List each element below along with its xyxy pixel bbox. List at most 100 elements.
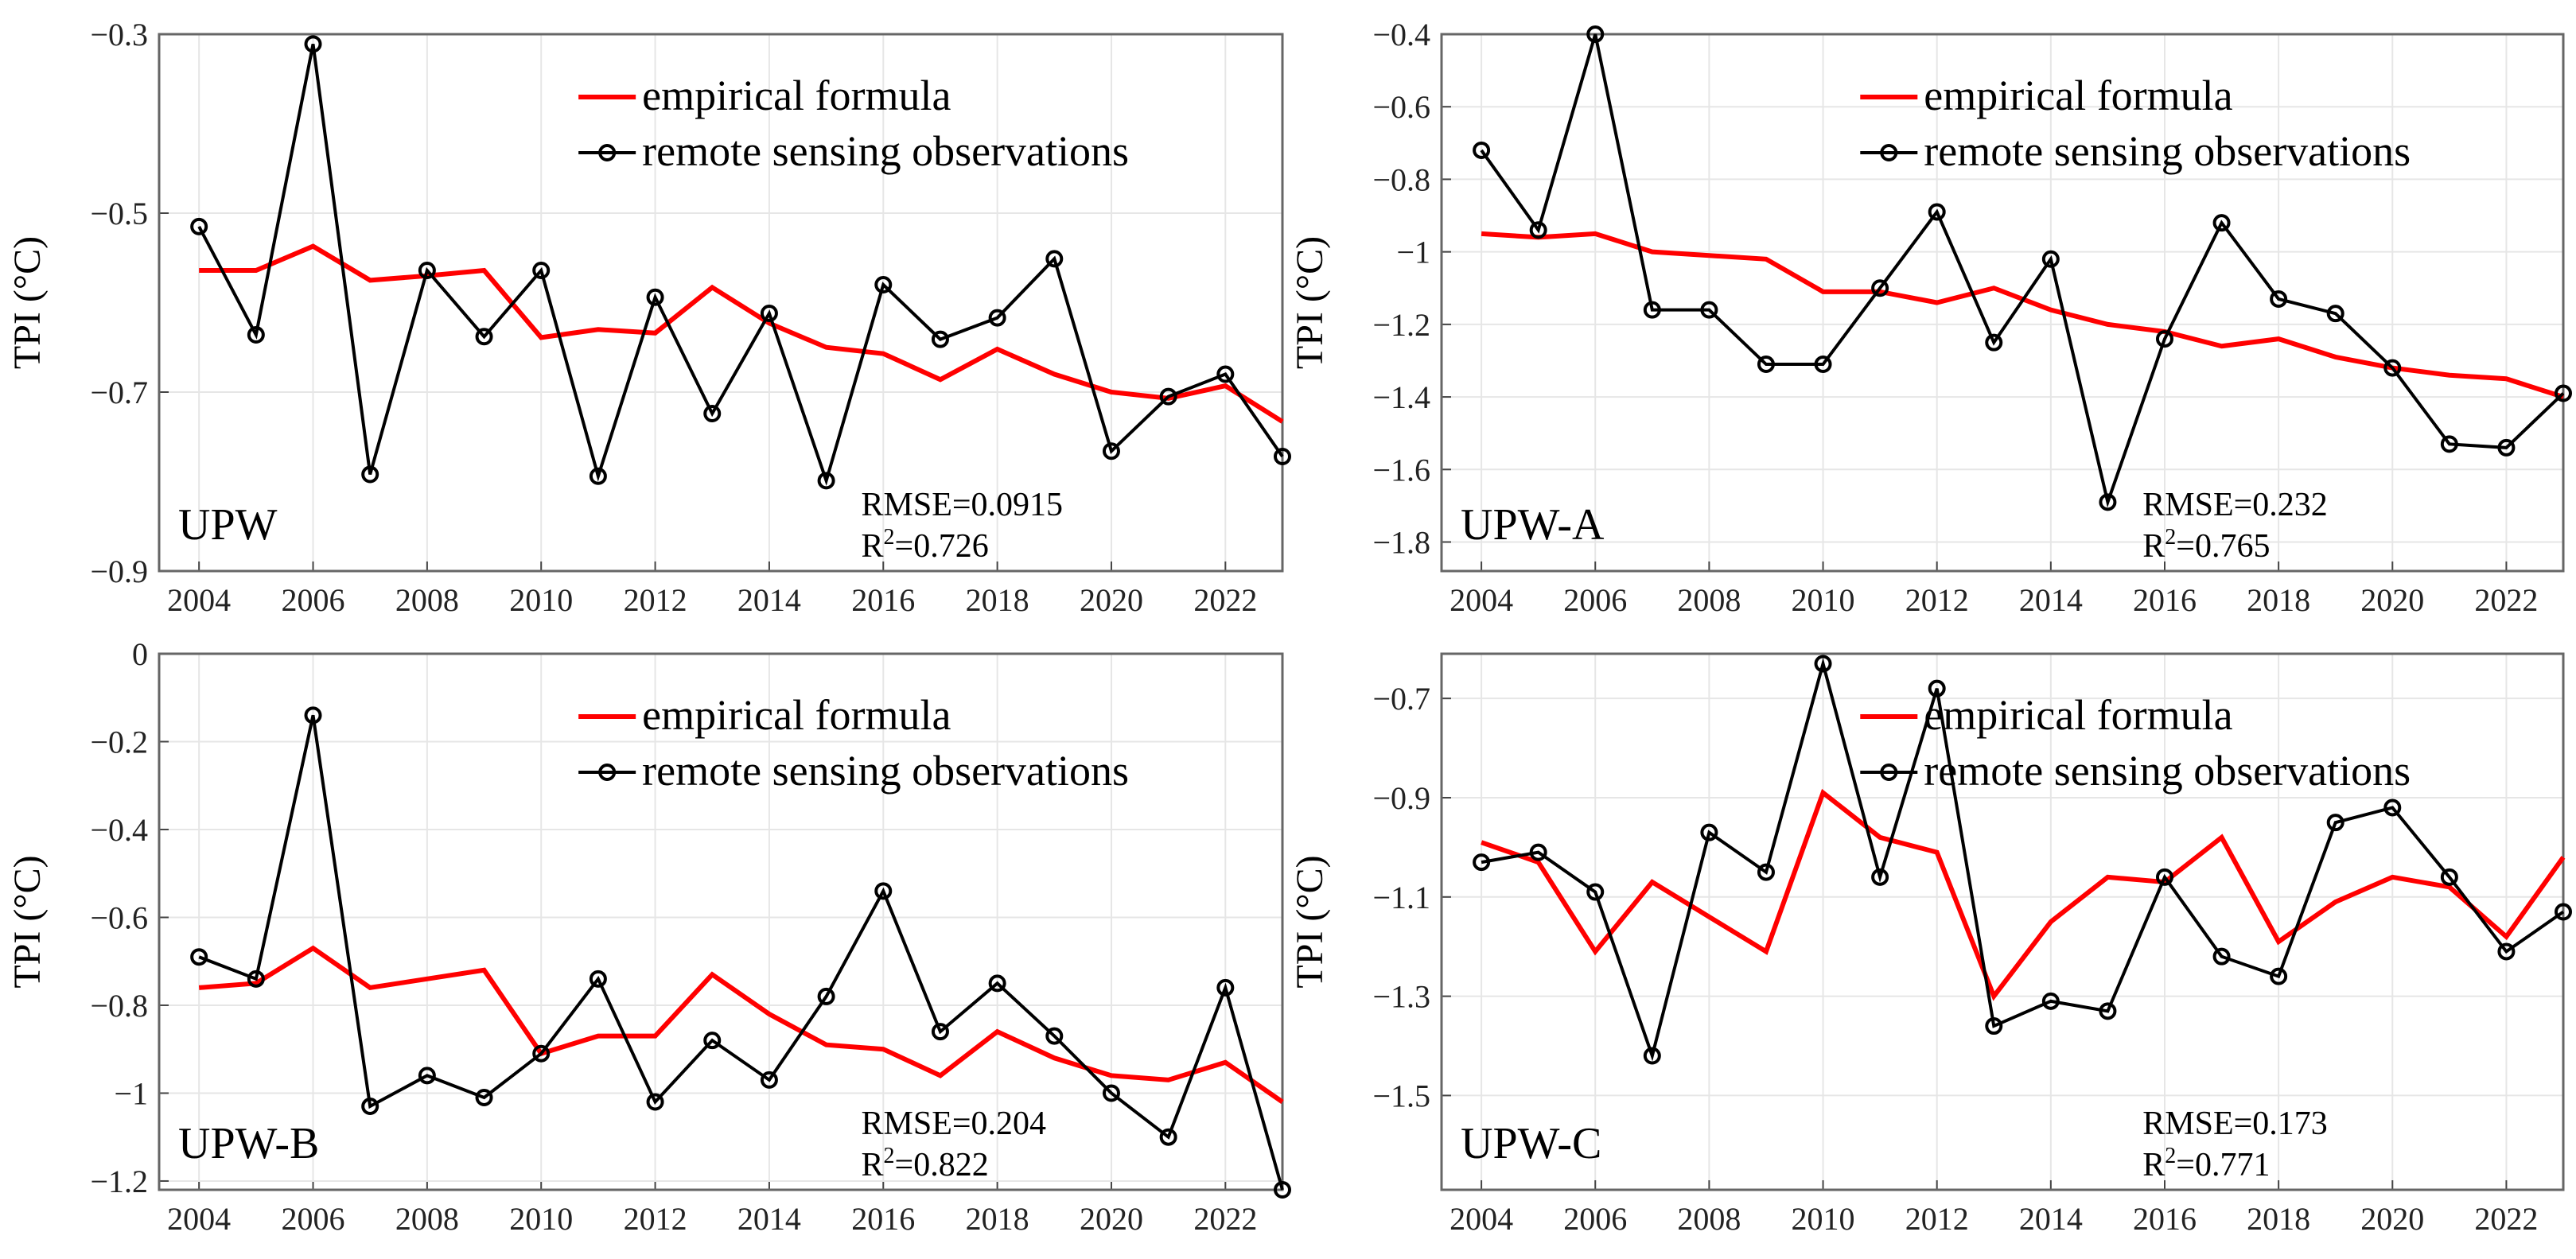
x-tick-label: 2004 [167, 582, 231, 618]
y-tick-label: −0.5 [90, 196, 148, 231]
y-tick-label: −1 [114, 1075, 148, 1111]
legend-marker-icon [1880, 144, 1898, 161]
x-tick-label: 2012 [624, 582, 687, 618]
x-tick-label: 2010 [509, 582, 573, 618]
axes-frame [1440, 33, 2565, 573]
legend: empirical formula remote sensing observat… [578, 72, 1129, 175]
data-point-marker [190, 217, 208, 235]
r2-value: =0.822 [895, 1147, 989, 1183]
subplot-upw-a: 2004 2006 2008 2010 2012 2014 2016 2018 2020 2022… [1289, 17, 2572, 618]
x-tick-label: 2018 [2247, 582, 2310, 618]
plot-area [159, 654, 1282, 1190]
data-point-marker [304, 706, 322, 725]
data-point-marker [2270, 967, 2288, 985]
data-point-marker [1473, 853, 1491, 872]
data-point-marker [1928, 679, 1946, 698]
axes-frame [158, 652, 1284, 1191]
x-tick-label: 2008 [1677, 1201, 1741, 1237]
x-tick-label: 2014 [737, 1201, 801, 1237]
x-tick-label: 2006 [282, 582, 345, 618]
data-point-marker [988, 974, 1006, 993]
data-point-marker [1159, 387, 1177, 406]
x-tick-label: 2016 [2133, 1201, 2197, 1237]
x-tick-label: 2022 [2474, 1201, 2538, 1237]
r2-superscript: 2 [2165, 525, 2176, 550]
y-tick-label: −0.6 [1372, 89, 1430, 125]
data-point-marker [874, 276, 893, 293]
x-tick-label: 2020 [2360, 1201, 2424, 1237]
legend-label-empirical-formula: empirical formula [642, 691, 951, 739]
x-tick-label: 2010 [1792, 582, 1855, 618]
y-tick-label: 0 [132, 636, 148, 672]
data-point-marker [2155, 330, 2173, 348]
data-point-marker [817, 472, 835, 490]
series-line-empirical-formula [1481, 788, 2566, 1001]
legend-marker-icon [598, 144, 617, 161]
r2-symbol: R [862, 1147, 884, 1183]
legend-label-empirical-formula: empirical formula [642, 72, 951, 119]
rmse-annotation: RMSE=0.173 [2142, 1106, 2328, 1142]
data-point-marker [1814, 655, 1832, 673]
legend-marker-icon [598, 764, 617, 781]
data-point-marker [2383, 799, 2402, 817]
y-tick-label: −0.7 [90, 375, 148, 410]
data-point-marker [190, 948, 208, 966]
x-tick-label: 2004 [167, 1201, 231, 1237]
data-point-marker [304, 35, 322, 53]
data-point-marker [2440, 435, 2458, 453]
legend-label-remote-sensing-observations: remote sensing observations [1924, 747, 2411, 795]
data-point-marker [2326, 305, 2344, 323]
data-point-marker [589, 467, 607, 485]
series-line-remote-sensing-observations [198, 714, 1284, 1191]
data-point-marker [2555, 384, 2572, 402]
data-point-marker [1586, 883, 1605, 901]
data-point-marker [1529, 843, 1547, 861]
rmse-annotation: RMSE=0.204 [862, 1106, 1047, 1142]
x-tick-label: 2018 [2247, 1201, 2310, 1237]
r2-symbol: R [862, 528, 884, 565]
axes-frame [158, 33, 1284, 573]
data-point-marker [1045, 250, 1064, 268]
data-point-marker [1871, 279, 1889, 297]
y-tick-label: −1.4 [1372, 379, 1430, 415]
y-axis-label: TPI (°C) [6, 855, 49, 988]
data-point-marker [2041, 992, 2060, 1010]
x-tick-label: 2014 [2019, 1201, 2083, 1237]
y-tick-label: −1.1 [1372, 880, 1430, 915]
r2-value: =0.726 [895, 528, 989, 565]
y-tick-label: −0.8 [1372, 161, 1430, 197]
x-tick-label: 2018 [966, 582, 1029, 618]
data-point-marker [2212, 947, 2231, 966]
y-tick-label: −0.7 [1372, 681, 1430, 717]
data-point-marker [817, 987, 835, 1005]
data-point-marker [1757, 863, 1775, 881]
y-tick-label: −0.4 [90, 812, 148, 848]
data-point-marker [2155, 868, 2173, 886]
plot-area [1442, 654, 2563, 1190]
data-point-marker [703, 405, 722, 422]
legend-label-remote-sensing-observations: remote sensing observations [642, 747, 1129, 795]
data-point-marker [2497, 438, 2516, 457]
subplot-upw: 2004 2006 2008 2010 2012 2014 2016 2018 2020 2022… [6, 17, 1291, 618]
legend-label-remote-sensing-observations: remote sensing observations [642, 127, 1129, 175]
data-point-marker [2099, 1002, 2117, 1020]
data-point-marker [418, 262, 436, 279]
y-tick-label: −1.2 [1372, 307, 1430, 343]
data-point-marker [532, 1044, 551, 1063]
data-point-marker [2497, 942, 2516, 961]
data-point-marker [1700, 823, 1718, 841]
r2-symbol: R [2142, 1147, 2165, 1183]
x-tick-label: 2022 [2474, 582, 2538, 618]
data-point-marker [874, 882, 893, 900]
y-tick-label: −0.8 [90, 988, 148, 1024]
x-tick-label: 2020 [2360, 582, 2424, 618]
rmse-annotation: RMSE=0.0915 [862, 487, 1064, 523]
rmse-annotation: RMSE=0.232 [2142, 487, 2328, 523]
data-point-marker [1216, 978, 1235, 997]
data-point-marker [2212, 214, 2231, 232]
x-tick-label: 2020 [1080, 1201, 1143, 1237]
data-point-marker [1274, 1181, 1291, 1199]
r2-value: =0.765 [2176, 528, 2270, 565]
x-tick-label: 2014 [737, 582, 801, 618]
x-tick-label: 2016 [2133, 582, 2197, 618]
